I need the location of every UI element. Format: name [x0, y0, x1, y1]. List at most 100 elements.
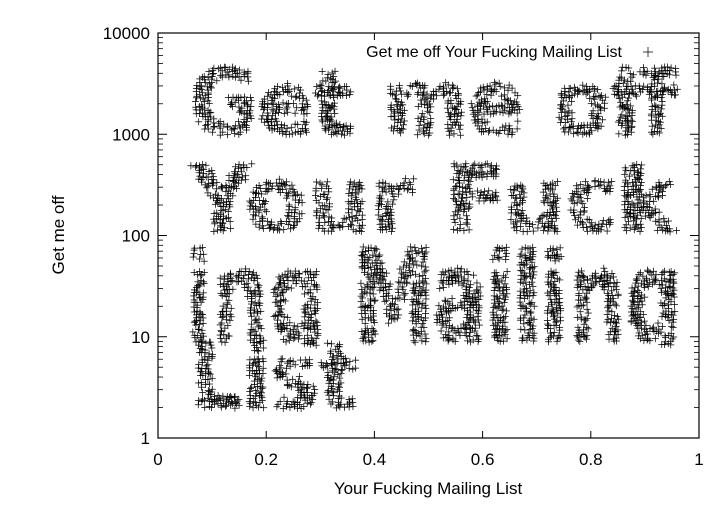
data-point [210, 227, 218, 235]
data-point [660, 73, 668, 81]
data-point [280, 226, 288, 234]
data-point [603, 290, 611, 298]
data-point [483, 98, 491, 106]
data-point [627, 82, 635, 90]
data-point [270, 312, 278, 320]
data-point [661, 332, 669, 340]
data-point [546, 333, 554, 341]
data-point [199, 160, 207, 168]
data-point [450, 226, 458, 234]
data-point [197, 272, 205, 280]
data-point [636, 227, 644, 235]
data-point [294, 218, 302, 226]
data-point [658, 91, 666, 99]
data-point [381, 297, 389, 305]
data-point [345, 185, 353, 193]
data-point [284, 283, 292, 291]
data-point [396, 105, 404, 113]
data-point [278, 355, 286, 363]
data-point [224, 123, 232, 131]
data-point [579, 81, 587, 89]
data-point [411, 79, 419, 87]
data-point [629, 297, 637, 305]
data-point [237, 107, 245, 115]
data-point [658, 288, 666, 296]
data-point [440, 91, 448, 99]
data-point [358, 185, 366, 193]
data-point [487, 91, 495, 99]
data-point [262, 208, 270, 216]
data-point [297, 191, 305, 199]
data-point [492, 269, 500, 277]
data-point [291, 361, 299, 369]
data-point [347, 178, 355, 186]
data-point [651, 205, 659, 213]
x-axis-ticks: 0 0.2 0.4 0.6 0.8 1 [153, 33, 704, 469]
data-point [651, 82, 659, 90]
data-point [649, 130, 657, 138]
data-point [588, 111, 596, 119]
data-point [370, 283, 378, 291]
data-point [332, 128, 340, 136]
legend: Get me off Your Fucking Mailing List [366, 44, 653, 61]
data-point [285, 358, 293, 366]
data-point [304, 102, 312, 110]
data-point [654, 103, 662, 111]
data-point [577, 180, 585, 188]
data-point [387, 105, 395, 113]
data-point [618, 93, 626, 101]
data-point [503, 249, 511, 257]
data-point [333, 359, 341, 367]
data-point [279, 404, 287, 412]
data-point [299, 106, 307, 114]
data-point [449, 176, 457, 184]
data-point [646, 86, 654, 94]
data-point [595, 182, 603, 190]
data-point [319, 118, 327, 126]
data-point [597, 92, 605, 100]
data-point [669, 323, 677, 331]
data-point [620, 76, 628, 84]
data-point [658, 112, 666, 120]
data-point [514, 184, 522, 192]
data-point [399, 181, 407, 189]
data-point [303, 109, 311, 117]
data-point [455, 91, 463, 99]
data-point [441, 296, 449, 304]
data-point [529, 227, 537, 235]
data-point [627, 128, 635, 136]
data-point [233, 69, 241, 77]
data-point [576, 308, 584, 316]
data-point [387, 113, 395, 121]
data-point [246, 385, 254, 393]
data-point [303, 128, 311, 136]
data-point [648, 106, 656, 114]
data-point [447, 127, 455, 135]
data-point [282, 364, 290, 372]
data-point [319, 191, 327, 199]
data-point [326, 104, 334, 112]
data-point [657, 105, 665, 113]
data-point [631, 90, 639, 98]
data-point [646, 87, 654, 95]
data-point [283, 103, 291, 111]
data-point [602, 93, 610, 101]
data-point [508, 131, 516, 139]
data-point [564, 101, 572, 109]
data-point [197, 368, 205, 376]
data-point [502, 255, 510, 263]
data-point [268, 126, 276, 134]
data-point [612, 302, 620, 310]
data-point [400, 185, 408, 193]
data-point [450, 187, 458, 195]
data-point [229, 177, 237, 185]
data-point [247, 115, 255, 123]
data-point [211, 220, 219, 228]
data-point [279, 99, 287, 107]
data-point [460, 227, 468, 235]
data-point [210, 69, 218, 77]
data-point [413, 261, 421, 269]
x-tick-label: 0 [153, 450, 162, 469]
data-point [518, 245, 526, 253]
data-point [195, 326, 203, 334]
